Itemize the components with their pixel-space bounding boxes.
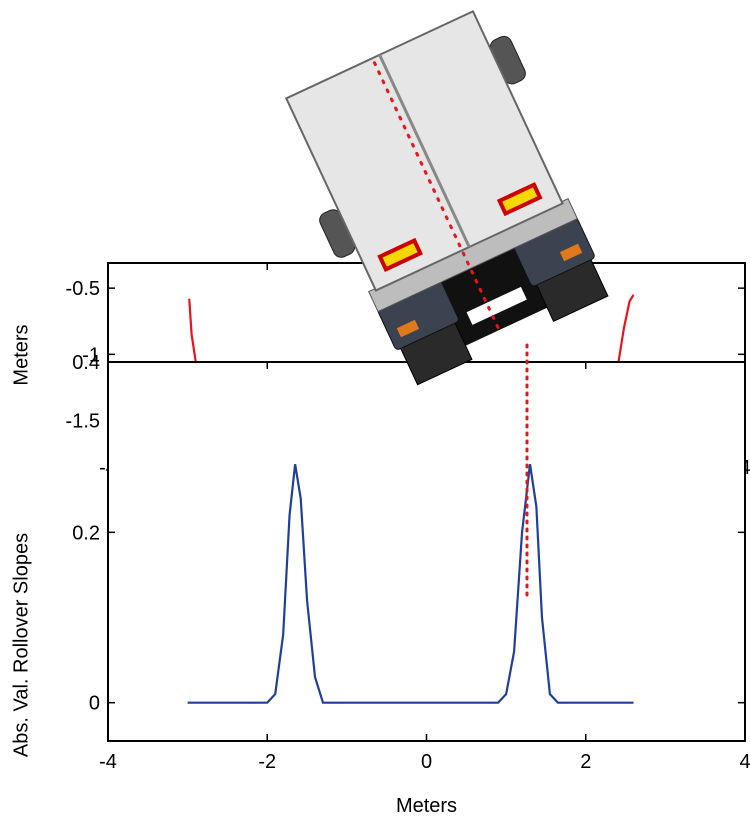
center-line xyxy=(372,61,503,337)
plot-area xyxy=(108,362,745,741)
y-tick-label: -1.5 xyxy=(66,411,100,433)
light xyxy=(396,319,420,338)
y-tick-label: 0.4 xyxy=(72,352,100,374)
reflector xyxy=(496,182,543,217)
y-tick-label: -0.5 xyxy=(66,278,100,300)
plate xyxy=(466,286,527,325)
y-tick-label: 0 xyxy=(89,693,100,715)
x-tick-label: 0 xyxy=(421,751,432,773)
y-axis-label: Abs. Val. Rollover Slopes xyxy=(10,533,32,757)
y-tick-label: -1 xyxy=(82,344,100,366)
door-seam xyxy=(378,54,471,248)
truck xyxy=(284,9,609,386)
x-tick-label: 4 xyxy=(739,751,750,773)
data-line xyxy=(187,464,634,704)
y-tick-label: 0.2 xyxy=(72,522,100,544)
y-axis-label: Meters xyxy=(10,324,32,385)
x-tick-label: -2 xyxy=(258,751,276,773)
x-tick-label: 2 xyxy=(580,751,591,773)
x-tick-label: -4 xyxy=(99,751,117,773)
reflector xyxy=(377,237,423,272)
charts: -4-2024-1.5-1-0.5Meters-4-202400.20.4Abs… xyxy=(10,262,750,817)
x-axis-label: Meters xyxy=(396,795,457,817)
light xyxy=(559,243,583,262)
